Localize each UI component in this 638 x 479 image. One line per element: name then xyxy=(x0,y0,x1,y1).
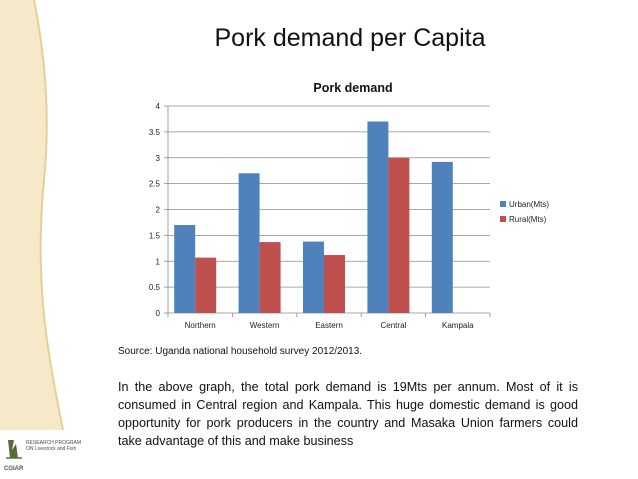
bar-rural-central xyxy=(388,157,410,313)
bar-rural-eastern xyxy=(324,255,345,313)
x-tick-label: Kampala xyxy=(442,321,474,330)
body-paragraph: In the above graph, the total pork deman… xyxy=(118,380,578,448)
bar-urban-western xyxy=(238,173,260,313)
pork-demand-chart: Pork demand 0 0.5 1 1.5 2 2.5 3 3.5 4 Northern Wes… xyxy=(149,81,549,330)
legend-label-urban: Urban(Mts) xyxy=(509,200,549,209)
y-tick-label: 1.5 xyxy=(149,231,161,240)
x-tick-label: Central xyxy=(381,321,407,330)
cgiar-logo-icon xyxy=(6,440,22,459)
legend-swatch-urban xyxy=(500,201,506,207)
bar-rural-western xyxy=(259,242,281,313)
y-tick-label: 3.5 xyxy=(149,128,161,137)
y-tick-label: 1 xyxy=(156,257,161,266)
legend-label-rural: Rural(Mts) xyxy=(509,215,547,224)
bar-urban-kampala xyxy=(431,161,453,313)
y-tick-label: 3 xyxy=(156,154,161,163)
legend-swatch-rural xyxy=(500,216,506,222)
y-tick-label: 0 xyxy=(156,309,161,318)
bar-urban-central xyxy=(367,121,389,314)
chart-title: Pork demand xyxy=(313,81,392,95)
y-tick-label: 0.5 xyxy=(149,283,161,292)
y-tick-label: 2 xyxy=(156,206,161,215)
bar-urban-eastern xyxy=(303,241,324,313)
x-tick-label: Northern xyxy=(185,321,216,330)
logo-program-text: RESEARCH PROGRAM ON Livestock and Fish xyxy=(26,440,82,452)
bar-rural-northern xyxy=(195,257,217,313)
bar-urban-northern xyxy=(174,225,196,313)
x-tick-label: Western xyxy=(250,321,280,330)
y-tick-label: 4 xyxy=(156,102,161,111)
x-tick-label: Eastern xyxy=(315,321,343,330)
decorative-side-band xyxy=(0,0,90,479)
logo-abbreviation: CGIAR xyxy=(4,466,24,472)
y-tick-label: 2.5 xyxy=(149,180,161,189)
source-note: Source: Uganda national household survey… xyxy=(118,346,363,357)
slide-title: Pork demand per Capita xyxy=(214,24,486,52)
